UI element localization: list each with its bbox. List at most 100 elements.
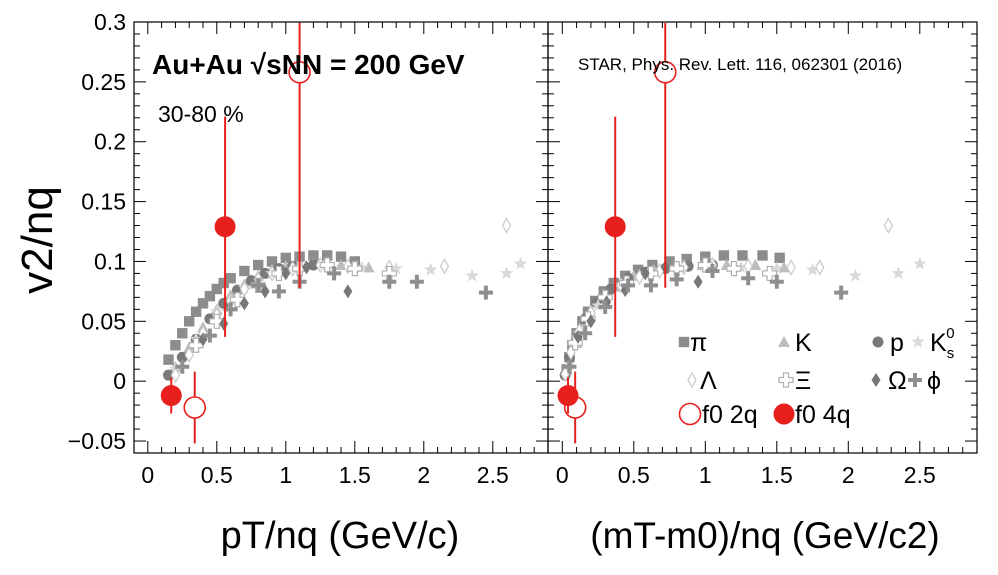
data-point [362, 261, 375, 273]
data-point [163, 354, 174, 365]
data-point [770, 261, 784, 275]
y-axis-label: v2/nq [13, 186, 62, 294]
legend-label: p [890, 329, 904, 357]
data-point [643, 278, 658, 293]
centrality-label: 30-80 % [158, 101, 244, 127]
legend-label: Ξ [795, 367, 811, 395]
data-point [578, 326, 593, 341]
data-point [184, 316, 195, 327]
y-tick-label: 0.2 [94, 129, 126, 155]
data-point [913, 256, 927, 270]
legend-marker [773, 403, 795, 425]
data-point [604, 216, 626, 238]
data-point [211, 283, 222, 295]
legend-label: Ω [888, 367, 907, 395]
data-point [499, 266, 514, 280]
data-point [439, 258, 450, 275]
y-tick-label: 0.05 [81, 308, 126, 334]
legend-label: Ks0 [930, 325, 955, 362]
data-point [409, 274, 424, 289]
data-point [591, 298, 605, 312]
data-point [259, 267, 271, 279]
data-point [188, 337, 204, 353]
legend-label: π [690, 329, 707, 357]
legend-label: f0 4q [795, 401, 851, 429]
data-point [288, 60, 311, 84]
data-point [815, 259, 825, 276]
x-tick-label: 2.5 [477, 462, 509, 488]
data-point [190, 306, 202, 317]
data-point [501, 217, 512, 234]
right-x-axis-label: (mT-m0)/nq (GeV/c2) [590, 515, 940, 556]
data-point [170, 340, 181, 351]
data-point [260, 284, 270, 299]
data-point [621, 278, 636, 293]
data-point [271, 284, 286, 299]
data-point [653, 60, 677, 84]
data-point [202, 328, 217, 343]
legend-marker [687, 371, 697, 389]
data-point [229, 292, 246, 308]
axes-layer: 0 0.5 1 1.5 2 2.5 −0.05 0 0.05 0.1 0.15 0.2 0.25 0.3 0… [68, 9, 977, 488]
x-tick-label: 1 [699, 462, 712, 488]
data-point [170, 366, 181, 384]
series-f0-4q [160, 116, 236, 414]
y-tick-label: 0 [113, 368, 126, 394]
data-point [389, 261, 403, 275]
legend-label: f0 2q [702, 401, 758, 429]
data-point [700, 251, 711, 262]
legend-label: ϕ [927, 367, 941, 395]
y-tick-label: 0.3 [94, 9, 126, 35]
reference-label: STAR, Phys. Rev. Lett. 116, 062301 (2016… [578, 55, 902, 74]
x-tick-label: 1.5 [761, 462, 793, 488]
legend-label: K [795, 329, 812, 357]
data-point [184, 346, 194, 364]
data-point [322, 250, 333, 261]
data-point [834, 285, 849, 300]
data-point [749, 259, 762, 271]
legend-marker [871, 373, 881, 387]
data-point [891, 266, 905, 280]
data-point [741, 271, 756, 286]
data-point [681, 253, 692, 265]
left-panel-title: Au+Au √sNN = 200 GeV [152, 49, 465, 80]
legend-label: Λ [700, 367, 717, 395]
data-point [669, 261, 685, 277]
data-point [757, 250, 768, 261]
x-tick-label: 0.5 [618, 462, 650, 488]
x-tick-label: 0 [556, 462, 569, 488]
data-point [726, 261, 742, 277]
data-point [239, 265, 250, 277]
data-point [177, 328, 188, 339]
data-point [513, 256, 528, 270]
data-point [883, 217, 894, 234]
series-- [170, 217, 512, 384]
legend-marker [911, 335, 925, 348]
x-tick-label: 0 [141, 462, 154, 488]
data-point [175, 359, 190, 374]
legend-marker [908, 373, 922, 387]
data-point [239, 280, 250, 298]
data-point [848, 268, 863, 282]
data-point [253, 259, 264, 271]
legend-marker [678, 402, 702, 426]
data-point [347, 261, 363, 277]
data-point [586, 314, 596, 329]
data-point [562, 359, 577, 374]
data-point [251, 278, 266, 293]
data-point [632, 264, 644, 276]
left-plot-area [160, 23, 528, 444]
data-point [308, 250, 319, 261]
data-point [335, 251, 347, 262]
data-point [769, 274, 784, 289]
data-point [424, 262, 438, 276]
data-point [343, 284, 353, 299]
x-tick-label: 1 [279, 462, 292, 488]
y-tick-label: 0.25 [81, 69, 126, 95]
data-point [271, 265, 287, 282]
x-tick-label: 0.5 [201, 462, 233, 488]
data-point [718, 250, 730, 261]
data-point [664, 256, 675, 267]
